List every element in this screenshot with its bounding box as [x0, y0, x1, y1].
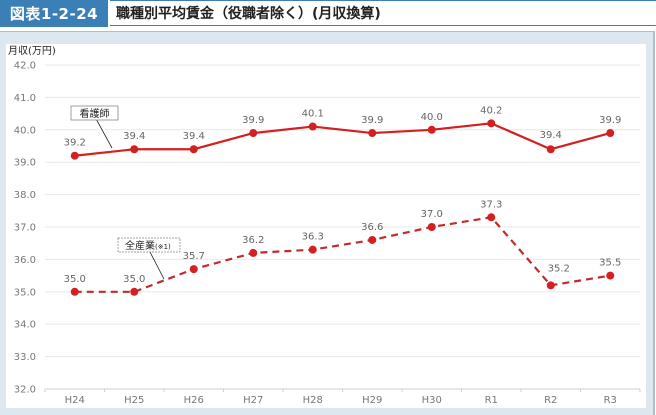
data-point — [189, 265, 198, 274]
data-label: 36.2 — [242, 235, 264, 246]
y-tick-label: 42.0 — [14, 61, 36, 72]
x-tick-label: R3 — [604, 395, 617, 406]
data-point — [368, 235, 377, 244]
x-tick-label: H26 — [184, 395, 204, 406]
data-point — [606, 271, 615, 280]
data-label: 40.0 — [421, 112, 443, 123]
y-tick-label: 39.0 — [14, 158, 36, 169]
x-axis-ticks: H24 H25 H26 H27 H28 H29 H30 R1 R2 R3 — [65, 395, 617, 406]
data-label: 35.0 — [123, 274, 145, 285]
x-tick-label: H28 — [303, 395, 323, 406]
y-tick-label: 41.0 — [14, 93, 36, 104]
legend-callout-all-industry: 全産業(※1) — [117, 237, 181, 280]
data-label: 35.7 — [183, 251, 205, 262]
series-group: 39.2 39.4 39.4 39.9 40.1 39.9 40.0 40.2 39.4 39.9… — [64, 105, 621, 296]
data-label: 35.5 — [599, 258, 621, 269]
chart-panel — [6, 44, 646, 408]
series-line — [74, 216, 611, 293]
data-point — [130, 145, 139, 154]
data-point — [487, 119, 496, 128]
data-label: 39.9 — [599, 115, 621, 126]
data-point — [249, 248, 258, 257]
data-point — [308, 122, 317, 131]
figure-label: 図表1-2-24 — [0, 0, 108, 27]
legend-label-all-industry: 全産業(※1) — [125, 239, 171, 252]
data-label: 39.4 — [123, 131, 145, 142]
data-label: 36.6 — [361, 222, 383, 233]
data-point — [606, 129, 615, 138]
data-label: 40.1 — [302, 109, 324, 120]
x-tick-label: R1 — [485, 395, 498, 406]
data-label: 39.9 — [361, 115, 383, 126]
data-label: 35.2 — [548, 263, 570, 274]
y-tick-label: 38.0 — [14, 190, 36, 201]
legend-callout-nurse: 看護師 — [70, 105, 119, 149]
data-label: 39.9 — [242, 115, 264, 126]
data-point — [308, 245, 317, 254]
x-tick-label: H25 — [124, 395, 144, 406]
x-tick-label: H27 — [243, 395, 263, 406]
x-tick-label: H24 — [65, 395, 85, 406]
data-label: 36.3 — [302, 232, 324, 243]
data-point — [189, 145, 198, 154]
x-tick-label: R2 — [544, 395, 557, 406]
data-point — [546, 281, 555, 290]
legend-label-nurse: 看護師 — [80, 107, 110, 120]
data-label: 37.3 — [480, 199, 502, 210]
figure-title: 職種別平均賃金（役職者除く）(月収換算) — [110, 0, 656, 26]
data-label: 39.4 — [540, 130, 562, 141]
x-tick-label: H29 — [362, 395, 382, 406]
y-tick-label: 35.0 — [14, 287, 36, 298]
data-label: 39.2 — [64, 138, 86, 149]
data-point — [487, 213, 496, 222]
data-label: 40.2 — [480, 105, 502, 116]
y-tick-label: 34.0 — [14, 320, 36, 331]
data-point — [427, 125, 436, 134]
y-axis-ticks: 42.0 41.0 40.0 39.0 38.0 37.0 36.0 35.0 34.0 33.0… — [14, 61, 36, 396]
data-point — [427, 223, 436, 231]
figure-header: 図表1-2-24 職種別平均賃金（役職者除く）(月収換算) — [0, 0, 656, 28]
y-tick-label: 33.0 — [14, 352, 36, 363]
data-point — [368, 129, 377, 138]
data-point — [70, 151, 79, 160]
y-tick-label: 37.0 — [14, 223, 36, 234]
data-point — [249, 129, 258, 138]
y-tick-label: 36.0 — [14, 255, 36, 266]
data-label: 37.0 — [421, 209, 443, 220]
data-label: 39.4 — [183, 131, 205, 142]
x-tick-label: H30 — [422, 395, 442, 406]
y-axis-unit-label: 月収(万円) — [8, 45, 56, 57]
y-tick-label: 40.0 — [14, 125, 36, 136]
data-label: 35.0 — [64, 274, 86, 285]
y-tick-label: 32.0 — [14, 385, 36, 396]
data-point — [546, 145, 555, 154]
grid-lines — [44, 64, 641, 392]
data-point — [130, 287, 139, 296]
series-line — [74, 122, 611, 157]
data-point — [70, 287, 79, 296]
